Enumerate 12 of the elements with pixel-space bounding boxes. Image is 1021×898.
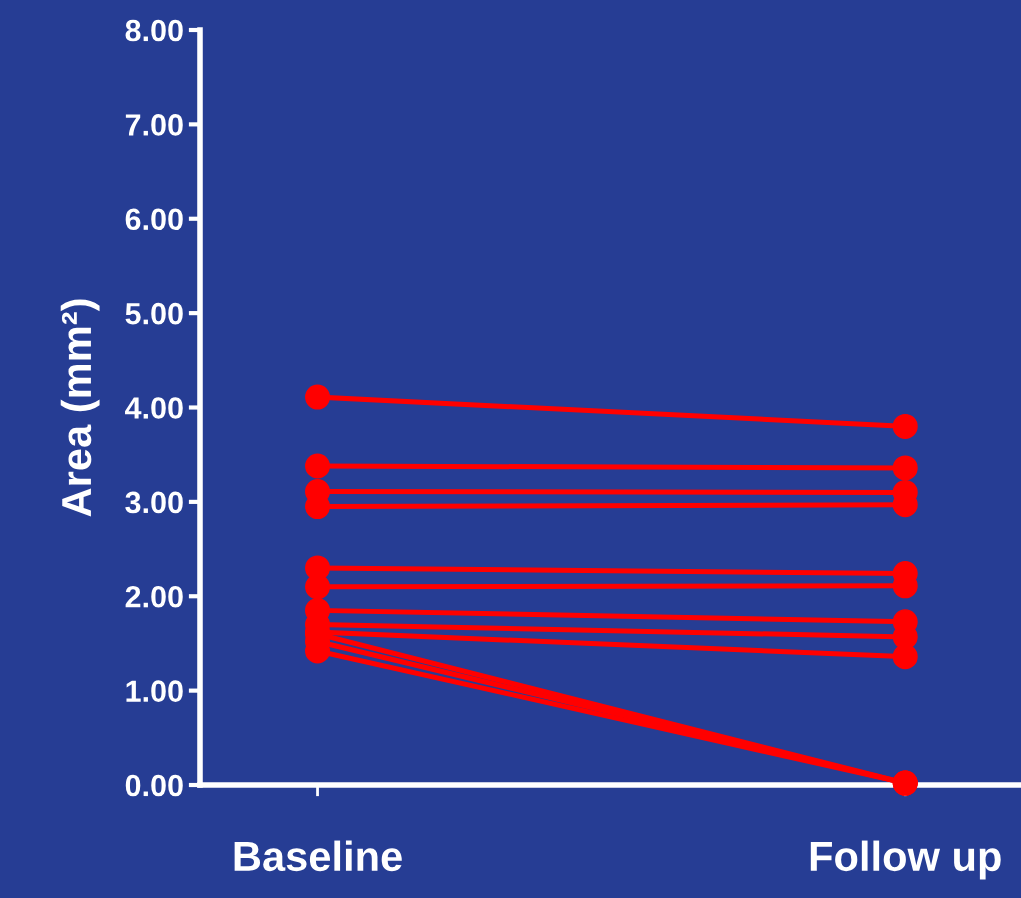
x-tick-label: Baseline — [234, 840, 402, 872]
y-tick-label: 5.00 — [125, 302, 183, 325]
y-tick-label: 2.00 — [125, 585, 183, 608]
y-tick-label: 4.00 — [125, 397, 183, 419]
x-tick-label: Follow up — [810, 840, 1001, 880]
y-tick-label: 3.00 — [125, 491, 183, 514]
y-tick-label: 8.00 — [125, 19, 183, 42]
y-tick-label: 1.00 — [126, 680, 183, 702]
y-axis-title: Area (mm²) — [60, 299, 100, 517]
y-tick-label: 6.00 — [125, 208, 183, 231]
y-tick-label: 7.00 — [125, 114, 183, 136]
y-tick-label: 0.00 — [125, 774, 183, 797]
